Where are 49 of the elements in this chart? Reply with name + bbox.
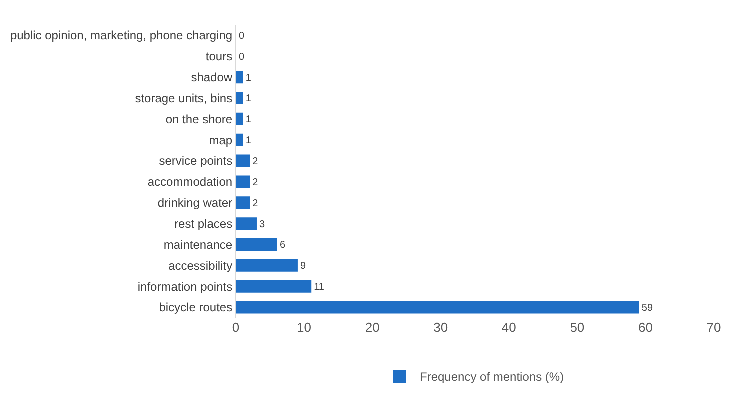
data-label: 3 bbox=[259, 219, 266, 230]
data-label: 1 bbox=[246, 136, 252, 147]
y-tick-label: map bbox=[209, 133, 233, 148]
y-tick-label: on the shore bbox=[166, 112, 233, 126]
y-tick-label: public opinion, marketing, phone charging bbox=[10, 28, 233, 43]
data-label: 0 bbox=[239, 52, 245, 63]
data-label: 0 bbox=[239, 30, 245, 42]
y-tick-label: information points bbox=[138, 280, 233, 294]
data-label: 11 bbox=[314, 282, 325, 294]
data-label: 2 bbox=[252, 198, 259, 210]
bar bbox=[236, 154, 250, 168]
x-tick-label: 0 bbox=[232, 320, 240, 335]
y-tick-label: storage units, bins bbox=[135, 91, 233, 106]
data-label: 1 bbox=[246, 94, 252, 105]
x-tick-label: 20 bbox=[365, 320, 380, 335]
bar bbox=[236, 176, 250, 188]
bar bbox=[236, 92, 244, 105]
bar bbox=[236, 259, 298, 272]
y-tick-label: rest places bbox=[174, 217, 233, 232]
x-tick-label: 40 bbox=[502, 320, 516, 335]
x-tick-label: 60 bbox=[638, 320, 653, 335]
y-tick-label: accessibility bbox=[168, 258, 233, 273]
bar bbox=[236, 112, 244, 126]
y-tick-label: accommodation bbox=[148, 175, 233, 190]
bar bbox=[236, 280, 312, 293]
x-tick-label: 70 bbox=[706, 320, 722, 335]
bar bbox=[236, 218, 257, 230]
y-tick-label: maintenance bbox=[164, 238, 233, 252]
x-tick-label: 30 bbox=[434, 320, 448, 335]
bar bbox=[236, 71, 244, 84]
data-label: 1 bbox=[246, 114, 252, 126]
x-tick-label: 50 bbox=[570, 320, 585, 335]
data-label: 2 bbox=[252, 177, 259, 188]
legend-label: Frequency of mentions (%) bbox=[420, 370, 564, 384]
data-label: 6 bbox=[280, 240, 286, 252]
y-tick-label: shadow bbox=[191, 70, 233, 85]
data-label: 2 bbox=[252, 156, 259, 168]
data-label: 59 bbox=[642, 302, 654, 314]
y-tick-label: service points bbox=[159, 154, 233, 168]
y-tick-label: tours bbox=[206, 50, 233, 64]
bar bbox=[236, 134, 244, 146]
bar bbox=[236, 301, 640, 314]
data-label: 1 bbox=[246, 72, 252, 84]
y-tick-label: bicycle routes bbox=[159, 300, 233, 315]
y-tick-label: drinking water bbox=[158, 196, 233, 210]
bar bbox=[236, 196, 250, 210]
x-tick-label: 10 bbox=[297, 320, 312, 335]
bar bbox=[236, 238, 278, 252]
data-label: 9 bbox=[300, 261, 306, 272]
